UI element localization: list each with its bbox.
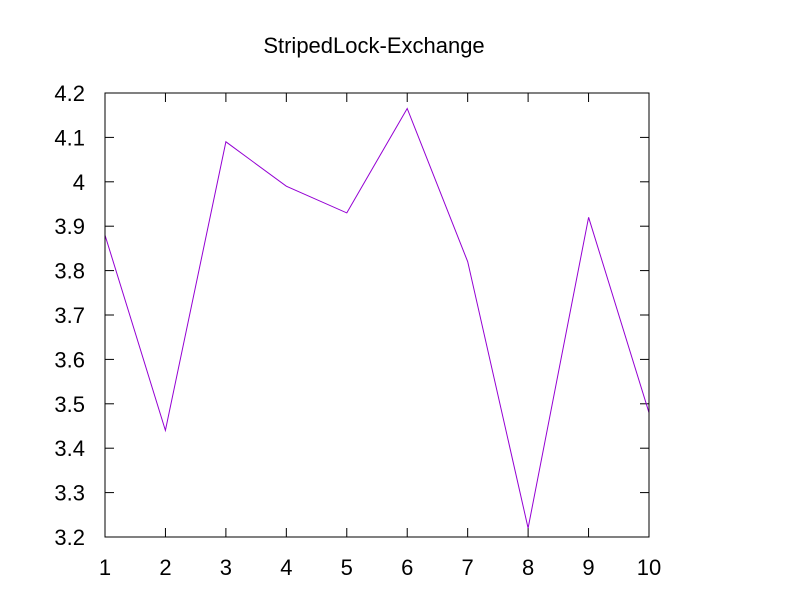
series-lines	[104, 107, 650, 529]
y-tick-label: 4.1	[54, 125, 85, 150]
x-tick-label: 3	[220, 555, 232, 580]
series-line	[104, 107, 650, 529]
x-tick-label: 7	[462, 555, 474, 580]
x-tick-label: 1	[99, 555, 111, 580]
x-tick-label: 4	[280, 555, 292, 580]
y-tick-label: 3.4	[54, 436, 85, 461]
x-tick-label: 5	[341, 555, 353, 580]
y-tick-label: 4.2	[54, 81, 85, 106]
y-tick-label: 3.6	[54, 347, 85, 372]
x-tick-label: 10	[637, 555, 661, 580]
plot-frame	[104, 92, 650, 538]
x-tick-label: 2	[159, 555, 171, 580]
y-tick-label: 4	[73, 170, 85, 195]
y-tick-label: 3.2	[54, 525, 85, 550]
axis-ticks	[104, 92, 650, 538]
y-tick-label: 3.3	[54, 481, 85, 506]
x-tick-label: 9	[582, 555, 594, 580]
chart-title: StripedLock-Exchange	[263, 33, 484, 58]
x-tick-labels: 1 2 3 4 5 6 7 8 9 10	[99, 555, 661, 580]
x-tick-label: 8	[522, 555, 534, 580]
y-tick-label: 3.7	[54, 303, 85, 328]
y-tick-labels: 3.2 3.3 3.4 3.5 3.6 3.7 3.8 3.9 4 4.1 4.2	[54, 81, 85, 550]
x-tick-label: 6	[401, 555, 413, 580]
y-tick-label: 3.9	[54, 214, 85, 239]
y-tick-label: 3.5	[54, 392, 85, 417]
y-tick-label: 3.8	[54, 259, 85, 284]
